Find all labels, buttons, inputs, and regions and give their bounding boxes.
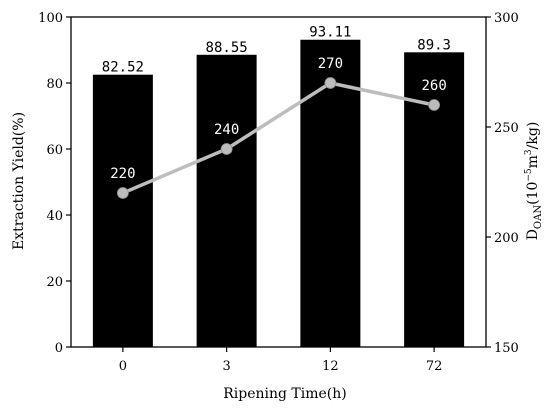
bar-72 [404, 52, 465, 348]
plot-border [70, 16, 487, 348]
y-right-title-sup-b: 3 [524, 149, 534, 155]
bar-value-label-0: 82.52 [102, 60, 144, 76]
line-path [122, 81, 435, 195]
bar-value-label-3: 88.55 [206, 40, 248, 56]
line-value-label-0: 220 [110, 166, 135, 182]
y-left-tick-label-0: 0 [55, 341, 63, 356]
y-left-tick-label-100: 100 [38, 11, 63, 26]
y-right-title-unit-a: (10 [525, 182, 541, 205]
line-labels: 220 240 270 260 [110, 56, 447, 182]
y-left-tick-label-20: 20 [46, 275, 63, 290]
bar-labels: 82.52 88.55 93.11 89.3 [102, 25, 451, 76]
x-tick-label-12: 12 [322, 359, 339, 374]
y-left-axis-title: Extraction Yield(%) [11, 112, 27, 250]
y-right-tick-label-300: 300 [494, 11, 519, 26]
x-axis-title: Ripening Time(h) [223, 386, 347, 402]
line-point-72 [428, 99, 441, 111]
ticks: 0 3 12 72 0 20 40 60 80 100 150 200 250 300 [38, 11, 519, 374]
series-line [116, 77, 441, 199]
bar-0 [92, 74, 153, 348]
y-right-title-unit-b: m [525, 155, 541, 168]
x-tick-label-3: 3 [222, 359, 230, 374]
y-right-tick-label-150: 150 [494, 341, 519, 356]
y-right-title-sup-a: −5 [524, 168, 534, 182]
plot-frame [70, 16, 487, 348]
bar-12 [300, 39, 361, 347]
y-right-title-sub: OAN [533, 205, 544, 229]
y-left-tick-label-80: 80 [46, 77, 63, 92]
line-point-0 [116, 187, 129, 199]
line-value-label-3: 240 [214, 122, 239, 138]
y-right-tick-label-250: 250 [494, 121, 519, 136]
y-right-title-unit-c: /kg) [525, 122, 541, 150]
y-right-axis-title: DOAN(10−5m3/kg) [524, 122, 544, 241]
bar-value-label-72: 89.3 [417, 37, 451, 53]
y-left-tick-label-40: 40 [46, 209, 63, 224]
x-tick-label-72: 72 [426, 359, 443, 374]
bar-value-label-12: 93.11 [309, 25, 351, 41]
y-right-title-main: D [525, 229, 541, 240]
line-value-label-72: 260 [421, 78, 446, 94]
x-tick-label-0: 0 [119, 359, 127, 374]
bars [92, 39, 465, 348]
y-right-tick-label-200: 200 [494, 231, 519, 246]
line-point-12 [324, 77, 337, 89]
bar-3 [196, 54, 257, 347]
y-left-tick-label-60: 60 [46, 143, 63, 158]
line-point-3 [220, 143, 233, 155]
line-value-label-12: 270 [318, 56, 343, 72]
